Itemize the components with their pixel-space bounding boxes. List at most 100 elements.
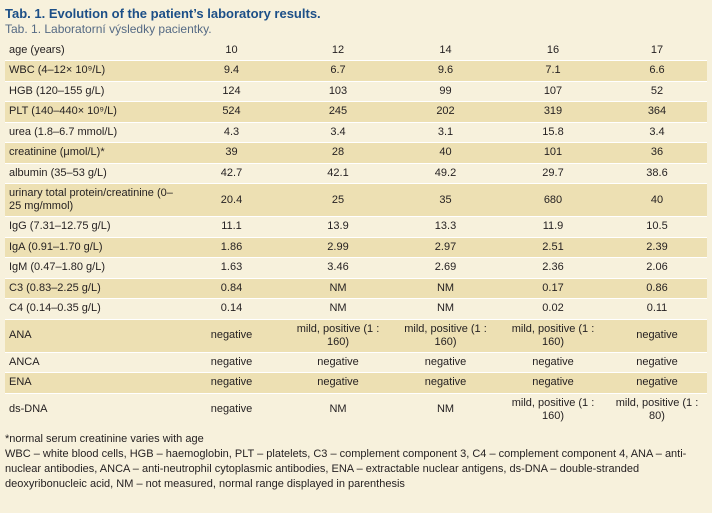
cell-value: 9.6 xyxy=(392,60,499,81)
cell-value: 0.84 xyxy=(179,277,284,299)
table-subtitle: Tab. 1. Laboratorní výsledky pacientky. xyxy=(5,22,212,36)
row-label: age (years) xyxy=(9,43,65,56)
table-row: creatinine (μmol/L)* 39 28 40 101 36 xyxy=(5,142,707,163)
cell-value: mild, positive (1 : 160) xyxy=(284,318,392,352)
cell-value: 29.7 xyxy=(499,162,607,184)
cell-value: negative xyxy=(392,351,499,373)
row-label: IgA (0.91–1.70 g/L) xyxy=(5,236,179,258)
cell-value: 124 xyxy=(179,80,284,102)
cell-value: negative xyxy=(284,372,392,393)
row-label: ENA xyxy=(5,372,179,393)
table-row: WBC (4–12× 10⁹/L) 9.4 6.7 9.6 7.1 6.6 xyxy=(5,60,707,81)
cell-value: 52 xyxy=(607,80,707,102)
cell-value: mild, positive (1 : 80) xyxy=(607,392,707,426)
cell-value: negative xyxy=(392,372,499,393)
cell-value: 107 xyxy=(499,80,607,102)
cell-value: 11.9 xyxy=(499,216,607,237)
cell-value: NM xyxy=(284,298,392,319)
row-label: creatinine (μmol/L)* xyxy=(5,142,179,163)
cell-value: 13.9 xyxy=(284,216,392,237)
row-label: IgM (0.47–1.80 g/L) xyxy=(5,257,179,278)
cell-value: NM xyxy=(392,277,499,299)
cell-value: negative xyxy=(499,351,607,373)
cell-value: negative xyxy=(607,318,707,352)
cell-value: 11.1 xyxy=(179,216,284,237)
cell-value: negative xyxy=(607,372,707,393)
cell-value: 17 xyxy=(650,43,664,56)
cell-value: 9.4 xyxy=(179,60,284,81)
cell-value: 3.1 xyxy=(392,121,499,143)
cell-value: mild, positive (1 : 160) xyxy=(392,318,499,352)
cell-value: 2.06 xyxy=(607,257,707,278)
cell-value: 39 xyxy=(179,142,284,163)
cell-value: negative xyxy=(284,351,392,373)
row-label: C3 (0.83–2.25 g/L) xyxy=(5,277,179,299)
row-label: ds-DNA xyxy=(5,392,179,426)
row-label: C4 (0.14–0.35 g/L) xyxy=(5,298,179,319)
lab-results-table: age (years) 10 12 14 16 17 WBC (4–12× 10⁹/L) 9.… xyxy=(5,40,707,426)
cell-value: 10 xyxy=(225,43,238,56)
row-label: ANCA xyxy=(5,351,179,373)
row-label: HGB (120–155 g/L) xyxy=(5,80,179,102)
table-footnotes: *normal serum creatinine varies with age… xyxy=(5,432,707,492)
table-row: ANA negative mild, positive (1 : 160) mild,… xyxy=(5,318,707,352)
cell-value: 40 xyxy=(392,142,499,163)
cell-value: NM xyxy=(392,298,499,319)
cell-value: NM xyxy=(284,277,392,299)
cell-value: 2.69 xyxy=(392,257,499,278)
table-row: HGB (120–155 g/L) 124 103 99 107 52 xyxy=(5,80,707,102)
cell-value: 364 xyxy=(607,101,707,122)
cell-value: 319 xyxy=(499,101,607,122)
cell-value: 28 xyxy=(284,142,392,163)
cell-value: 0.02 xyxy=(499,298,607,319)
cell-value: negative xyxy=(179,372,284,393)
row-label: urinary total protein/creatinine (0–25 m… xyxy=(5,183,179,217)
cell-value: mild, positive (1 : 160) xyxy=(499,318,607,352)
cell-value: 42.1 xyxy=(284,162,392,184)
cell-value: 6.6 xyxy=(607,60,707,81)
cell-value: negative xyxy=(179,318,284,352)
cell-value: 524 xyxy=(179,101,284,122)
cell-value: 20.4 xyxy=(179,183,284,217)
cell-value: 10.5 xyxy=(607,216,707,237)
cell-value: 35 xyxy=(392,183,499,217)
row-label: PLT (140–440× 10⁹/L) xyxy=(5,101,179,122)
table-row: IgA (0.91–1.70 g/L) 1.86 2.99 2.97 2.51 2.39 xyxy=(5,236,707,258)
cell-value: 7.1 xyxy=(499,60,607,81)
cell-value: 0.14 xyxy=(179,298,284,319)
row-label: urea (1.8–6.7 mmol/L) xyxy=(5,121,179,143)
footnote-abbreviations: WBC – white blood cells, HGB – haemoglob… xyxy=(5,448,687,490)
cell-value: 13.3 xyxy=(392,216,499,237)
cell-value: 38.6 xyxy=(607,162,707,184)
cell-value: 2.51 xyxy=(499,236,607,258)
row-label: IgG (7.31–12.75 g/L) xyxy=(5,216,179,237)
table-title: Tab. 1. Evolution of the patient’s labor… xyxy=(5,6,321,21)
cell-value: NM xyxy=(284,392,392,426)
cell-value: 36 xyxy=(607,142,707,163)
cell-value: 3.46 xyxy=(284,257,392,278)
cell-value: 103 xyxy=(284,80,392,102)
cell-value: 25 xyxy=(284,183,392,217)
table-row: IgM (0.47–1.80 g/L) 1.63 3.46 2.69 2.36 2.06 xyxy=(5,257,707,278)
cell-value: 6.7 xyxy=(284,60,392,81)
table-row: IgG (7.31–12.75 g/L) 11.1 13.9 13.3 11.9 10.5 xyxy=(5,216,707,237)
cell-value: 0.11 xyxy=(607,298,707,319)
cell-value: 40 xyxy=(607,183,707,217)
cell-value: 2.99 xyxy=(284,236,392,258)
cell-value: 49.2 xyxy=(392,162,499,184)
table-row: ENA negative negative negative negative negat… xyxy=(5,372,707,393)
cell-value: 245 xyxy=(284,101,392,122)
table-row: urinary total protein/creatinine (0–25 m… xyxy=(5,183,707,217)
cell-value: 1.86 xyxy=(179,236,284,258)
cell-value: 15.8 xyxy=(499,121,607,143)
row-label: WBC (4–12× 10⁹/L) xyxy=(5,60,179,81)
cell-value: mild, positive (1 : 160) xyxy=(499,392,607,426)
row-label: albumin (35–53 g/L) xyxy=(5,162,179,184)
cell-value: negative xyxy=(607,351,707,373)
cell-value: 202 xyxy=(392,101,499,122)
table-row: urea (1.8–6.7 mmol/L) 4.3 3.4 3.1 15.8 3.4 xyxy=(5,121,707,143)
footnote-creatinine: *normal serum creatinine varies with age xyxy=(5,433,204,445)
cell-value: 4.3 xyxy=(179,121,284,143)
cell-value: 3.4 xyxy=(284,121,392,143)
cell-value: negative xyxy=(179,351,284,373)
